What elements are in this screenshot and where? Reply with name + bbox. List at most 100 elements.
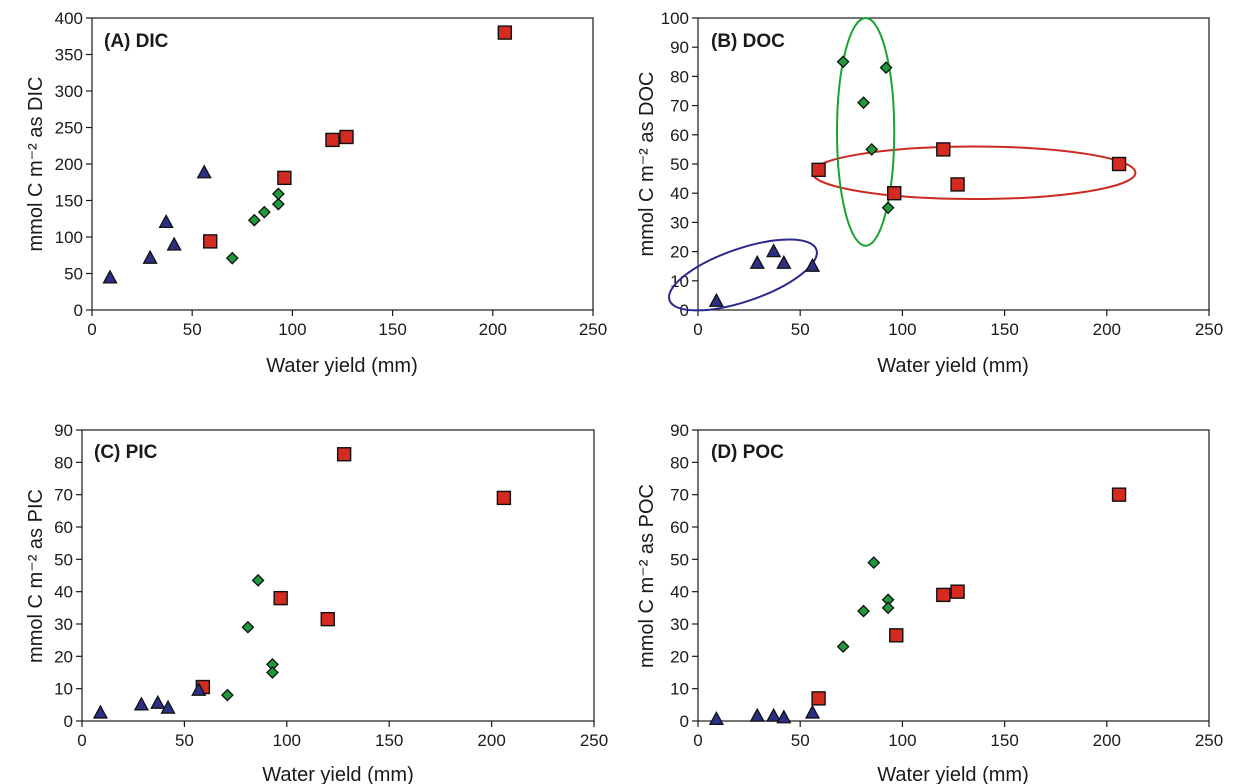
y-axis-label: mmol C m⁻² as POC	[636, 484, 658, 668]
data-point-triangle	[804, 704, 821, 719]
data-point-triangle	[749, 707, 765, 722]
markers	[92, 447, 512, 719]
data-point-square	[336, 447, 352, 462]
y-tick-label: 70	[670, 486, 689, 505]
data-point-square	[887, 185, 902, 201]
data-point-triangle	[776, 254, 792, 269]
y-tick-label: 90	[670, 38, 689, 57]
y-axis-label: mmol C m⁻² as PIC	[25, 489, 47, 663]
y-tick-label: 50	[670, 155, 689, 174]
data-point-square	[1111, 156, 1127, 172]
data-point-square	[936, 142, 951, 157]
data-point-diamond	[220, 688, 234, 702]
y-tick-label: 400	[55, 9, 83, 28]
x-axis-label: Water yield (mm)	[877, 764, 1028, 784]
x-axis-label: Water yield (mm)	[877, 355, 1028, 377]
x-tick-label: 200	[479, 320, 507, 339]
data-point-diamond	[271, 197, 285, 211]
y-tick-label: 0	[74, 301, 83, 320]
data-point-triangle	[191, 681, 207, 696]
x-tick-label: 150	[990, 731, 1018, 750]
data-point-square	[497, 25, 513, 40]
data-point-square	[277, 170, 292, 186]
x-axis-label: Water yield (mm)	[262, 764, 413, 784]
group-ellipse	[811, 145, 1137, 201]
markers	[708, 55, 1127, 307]
x-tick-label: 100	[273, 731, 301, 750]
x-axis-label: Water yield (mm)	[266, 355, 417, 377]
data-point-triangle	[166, 236, 182, 251]
y-tick-label: 50	[64, 265, 83, 284]
data-point-diamond	[247, 213, 261, 227]
data-point-triangle	[804, 257, 821, 272]
data-point-square	[273, 590, 288, 606]
plot-frame	[697, 17, 1210, 311]
data-point-triangle	[196, 164, 212, 179]
plot-frame	[81, 429, 595, 722]
y-tick-label: 90	[54, 421, 73, 440]
markers	[708, 487, 1127, 726]
y-tick-label: 200	[55, 155, 83, 174]
y-tick-label: 60	[54, 518, 73, 537]
data-point-diamond	[881, 601, 895, 615]
x-tick-label: 0	[693, 731, 702, 750]
data-point-diamond	[867, 556, 881, 569]
x-tick-label: 50	[175, 731, 194, 750]
y-tick-label: 30	[670, 213, 689, 232]
x-tick-label: 150	[378, 320, 406, 339]
group-ellipse	[835, 17, 896, 247]
data-point-diamond	[881, 201, 895, 215]
data-point-triangle	[102, 269, 118, 284]
x-tick-label: 150	[375, 731, 403, 750]
panel-title: (A) DIC	[104, 31, 169, 52]
plot-frame	[91, 17, 594, 311]
x-tick-label: 0	[77, 731, 86, 750]
data-point-diamond	[225, 251, 239, 265]
x-tick-label: 250	[580, 731, 608, 750]
axes: 0 10 20 30 40 50 60 70 80 90 0 50 100 150 200 250	[670, 421, 1223, 750]
x-tick-label: 50	[183, 320, 202, 339]
data-point-square	[811, 691, 826, 706]
data-point-diamond	[857, 96, 870, 110]
x-tick-label: 250	[1195, 731, 1223, 750]
data-point-triangle	[766, 707, 782, 722]
data-point-square	[496, 490, 512, 506]
y-tick-label: 80	[670, 453, 689, 472]
y-tick-label: 40	[670, 184, 689, 203]
y-tick-label: 90	[670, 421, 689, 440]
y-tick-label: 350	[55, 46, 83, 65]
data-point-triangle	[776, 709, 792, 724]
panel-d: 0 10 20 30 40 50 60 70 80 90 0 50 100 150 200 250 (D) P…	[636, 421, 1223, 784]
axes: 0 50 100 150 200 250 300 350 400 0 50 100 150 200 250	[55, 9, 608, 339]
data-point-diamond	[865, 142, 879, 156]
y-tick-label: 70	[670, 97, 689, 116]
plot-frame	[697, 429, 1210, 722]
data-point-diamond	[241, 620, 255, 634]
y-tick-label: 0	[680, 712, 689, 731]
x-tick-label: 250	[579, 320, 607, 339]
data-point-diamond	[836, 640, 850, 654]
data-point-triangle	[749, 254, 765, 269]
data-point-triangle	[708, 292, 724, 307]
y-tick-label: 100	[661, 9, 689, 28]
panel-title: (B) DOC	[711, 31, 785, 52]
data-point-diamond	[251, 573, 265, 587]
data-point-diamond	[857, 604, 870, 618]
y-tick-label: 30	[54, 615, 73, 634]
data-point-square	[950, 177, 965, 192]
data-point-diamond	[836, 55, 850, 69]
data-point-triangle	[92, 704, 109, 719]
data-point-square	[811, 162, 826, 178]
data-point-triangle	[708, 711, 724, 726]
panel-title: (C) PIC	[94, 442, 158, 463]
y-axis-label: mmol C m⁻² as DIC	[25, 77, 47, 252]
y-tick-label: 100	[55, 228, 83, 247]
ellipses	[668, 17, 1137, 312]
x-tick-label: 200	[1093, 731, 1121, 750]
panel-title: (D) POC	[711, 442, 784, 463]
y-tick-label: 60	[670, 518, 689, 537]
y-tick-label: 0	[64, 712, 73, 731]
data-point-square	[203, 234, 218, 249]
